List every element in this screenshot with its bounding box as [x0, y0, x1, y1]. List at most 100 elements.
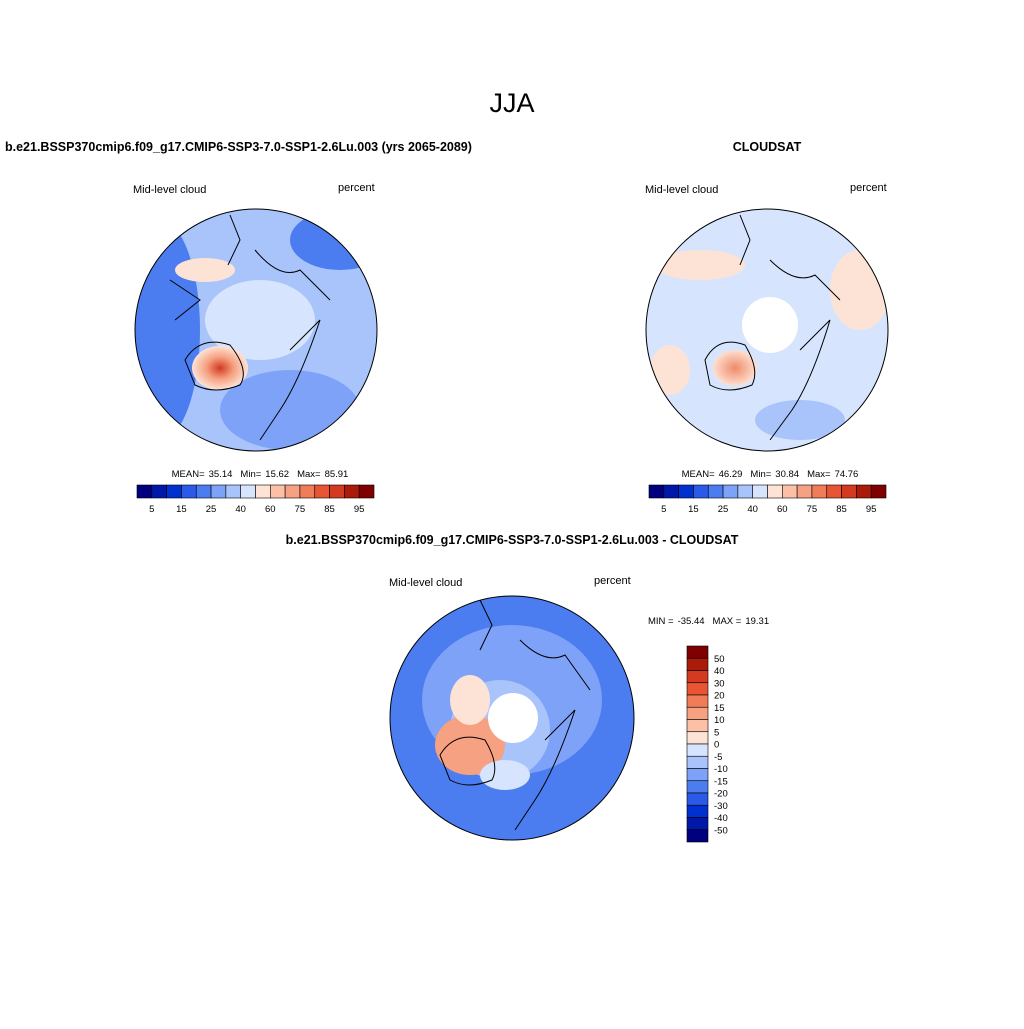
colorbar-box — [344, 484, 360, 499]
stats-max-label: MAX = — [713, 616, 742, 627]
stats-min: 30.84 — [775, 469, 799, 480]
figure-title: JJA — [489, 88, 534, 118]
stats-max-label: Max= — [807, 469, 831, 480]
colorbar-tick-label: 5 — [714, 727, 719, 738]
colorbar-box — [811, 484, 828, 499]
stats-max: 74.76 — [835, 469, 859, 480]
stats-min: -35.44 — [678, 616, 705, 627]
colorbar-box — [299, 484, 316, 499]
colorbar-box — [686, 768, 709, 782]
units-label: percent — [850, 182, 887, 194]
colorbar-tick-label: -10 — [714, 764, 728, 775]
colorbar-tick-label: 40 — [747, 504, 758, 515]
colorbar-box — [686, 743, 709, 757]
colorbar-tick-label: -40 — [714, 813, 728, 824]
units-label: percent — [594, 575, 631, 587]
colorbar-box — [796, 484, 813, 499]
map — [646, 209, 888, 451]
colorbar-box — [686, 657, 709, 671]
colorbar-box — [856, 484, 872, 499]
colorbar-box — [752, 484, 768, 499]
colorbar-box — [151, 484, 167, 499]
stats: MIN = -35.44 MAX = 19.31 — [648, 616, 769, 627]
colorbar-box — [195, 484, 212, 499]
map-border — [134, 208, 378, 452]
colorbar-tick-label: 15 — [688, 504, 699, 515]
colorbar-box — [693, 484, 709, 499]
colorbar-tick-label: 15 — [714, 703, 725, 714]
stats-mean-label: MEAN= — [172, 469, 205, 480]
stats-min: 15.62 — [265, 469, 289, 480]
colorbar-tick-label: 30 — [714, 678, 725, 689]
field-label: Mid-level cloud — [133, 184, 206, 196]
colorbar-box — [240, 484, 256, 499]
colorbar-tick-label: -20 — [714, 789, 728, 800]
colorbar-box — [686, 645, 709, 659]
colorbar-box — [767, 484, 783, 499]
colorbar-box — [686, 755, 709, 769]
colorbar-box — [686, 817, 709, 831]
map-border — [645, 208, 889, 452]
stats: MEAN= 46.29 Min= 30.84 Max= 74.76 — [682, 469, 859, 480]
colorbar-box — [686, 670, 709, 684]
colorbar-box — [686, 706, 709, 720]
colorbar-tick-label: 95 — [866, 504, 877, 515]
colorbar-box — [210, 484, 227, 499]
stats: MEAN= 35.14 Min= 15.62 Max= 85.91 — [172, 469, 349, 480]
colorbar-box — [678, 484, 694, 499]
colorbar-box — [722, 484, 739, 499]
stats-max: 19.31 — [745, 616, 769, 627]
colorbar-tick-label: 25 — [206, 504, 217, 515]
colorbar-box — [663, 484, 679, 499]
colorbar-box — [707, 484, 724, 499]
colorbar-tick-label: 75 — [807, 504, 818, 515]
map — [390, 596, 634, 840]
stats-mean: 35.14 — [209, 469, 233, 480]
colorbar-tick-label: -15 — [714, 776, 728, 787]
stats-min-label: MIN = — [648, 616, 674, 627]
colorbar-box — [870, 484, 887, 499]
colorbar-box — [686, 780, 709, 794]
colorbar-tick-label: 5 — [661, 504, 666, 515]
colorbar-box — [225, 484, 241, 499]
colorbar-tick-label: 75 — [295, 504, 306, 515]
panel-title: b.e21.BSSP370cmip6.f09_g17.CMIP6-SSP3-7.… — [286, 533, 739, 547]
colorbar-box — [841, 484, 857, 499]
colorbar-box — [136, 484, 153, 499]
colorbar-box — [686, 792, 709, 806]
stats-max-label: Max= — [297, 469, 321, 480]
colorbar-tick-label: -30 — [714, 801, 728, 812]
panel-title: CLOUDSAT — [733, 140, 802, 154]
map — [135, 209, 377, 451]
colorbar-box — [782, 484, 798, 499]
stats-mean: 46.29 — [719, 469, 743, 480]
colorbar-tick-label: 40 — [714, 666, 725, 677]
stats-mean-label: MEAN= — [682, 469, 715, 480]
colorbar-tick-label: 95 — [354, 504, 365, 515]
field-label: Mid-level cloud — [645, 184, 718, 196]
colorbar-box — [358, 484, 375, 499]
stats-min-label: Min= — [240, 469, 261, 480]
colorbar-box — [686, 829, 709, 843]
colorbar-tick-label: 40 — [235, 504, 246, 515]
colorbar-tick-label: 85 — [836, 504, 847, 515]
colorbar-tick-label: -50 — [714, 825, 728, 836]
colorbar-box — [826, 484, 842, 499]
colorbar-tick-label: 50 — [714, 654, 725, 665]
colorbar-box — [737, 484, 753, 499]
colorbar-box — [686, 694, 709, 708]
colorbar-box — [686, 731, 709, 745]
colorbar-box — [648, 484, 665, 499]
units-label: percent — [338, 182, 375, 194]
colorbar-tick-label: 20 — [714, 691, 725, 702]
stats-max: 85.91 — [325, 469, 349, 480]
field-label: Mid-level cloud — [389, 577, 462, 589]
map-border — [389, 595, 635, 841]
colorbar-box — [686, 804, 709, 818]
colorbar-tick-label: 60 — [777, 504, 788, 515]
colorbar-tick-label: 5 — [149, 504, 154, 515]
colorbar-box — [255, 484, 271, 499]
colorbar-tick-label: 15 — [176, 504, 187, 515]
colorbar-tick-label: -5 — [714, 752, 722, 763]
